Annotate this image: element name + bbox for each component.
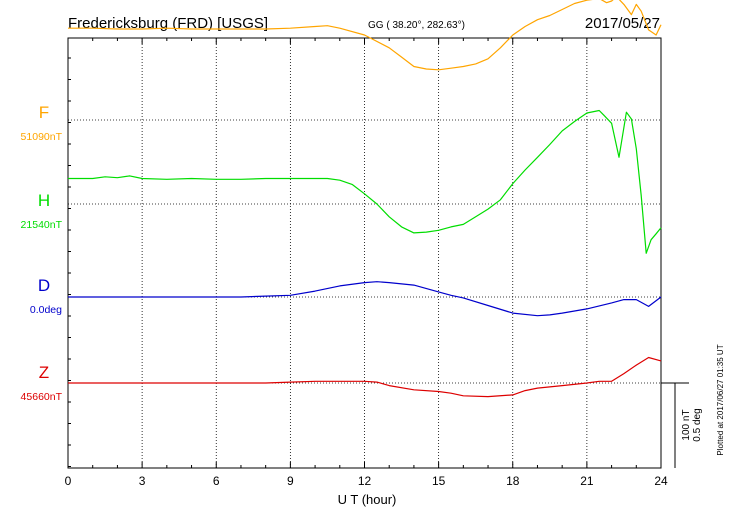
series-line-h <box>68 109 662 254</box>
x-axis: 0 3 6 9 12 15 18 21 24 <box>65 38 668 488</box>
series-line-d <box>68 281 662 317</box>
x-tick-label: 6 <box>213 474 220 488</box>
series-line-f <box>68 0 662 71</box>
series-baseline-h: 21540nT <box>21 219 63 231</box>
date-label: 2017/05/27 <box>585 15 660 32</box>
series-labels: F 51090nT H 21540nT D 0.0deg Z 45660nT <box>21 103 63 403</box>
series-name-d: D <box>38 276 50 295</box>
series-baseline-d: 0.0deg <box>30 304 62 316</box>
scale-bar: 100 nT 0.5 deg <box>661 382 703 468</box>
x-tick-label: 15 <box>432 474 446 488</box>
scale-bar-deg-label: 0.5 deg <box>692 408 703 441</box>
plotted-timestamp: Plotted at 2017/06/27 01:35 UT <box>716 344 725 455</box>
series-name-h: H <box>38 191 50 210</box>
series-name-z: Z <box>39 363 49 382</box>
station-title: Fredericksburg (FRD) [USGS] <box>68 15 268 32</box>
coordinates-label: GG ( 38.20°, 282.63°) <box>368 20 465 31</box>
series-group <box>68 0 662 398</box>
grid-lines <box>68 38 661 468</box>
scale-bar-nt-label: 100 nT <box>681 409 692 440</box>
x-tick-label: 24 <box>654 474 668 488</box>
x-tick-label: 3 <box>139 474 146 488</box>
series-baseline-z: 45660nT <box>21 391 63 403</box>
x-tick-label: 9 <box>287 474 294 488</box>
series-name-f: F <box>39 103 49 122</box>
series-line-z <box>68 356 662 398</box>
plot-frame <box>67 37 662 469</box>
x-tick-label: 12 <box>358 474 372 488</box>
x-tick-label: 18 <box>506 474 520 488</box>
x-tick-label: 0 <box>65 474 72 488</box>
x-axis-label: U T (hour) <box>338 492 397 507</box>
series-baseline-f: 51090nT <box>21 131 63 143</box>
x-tick-label: 21 <box>580 474 594 488</box>
